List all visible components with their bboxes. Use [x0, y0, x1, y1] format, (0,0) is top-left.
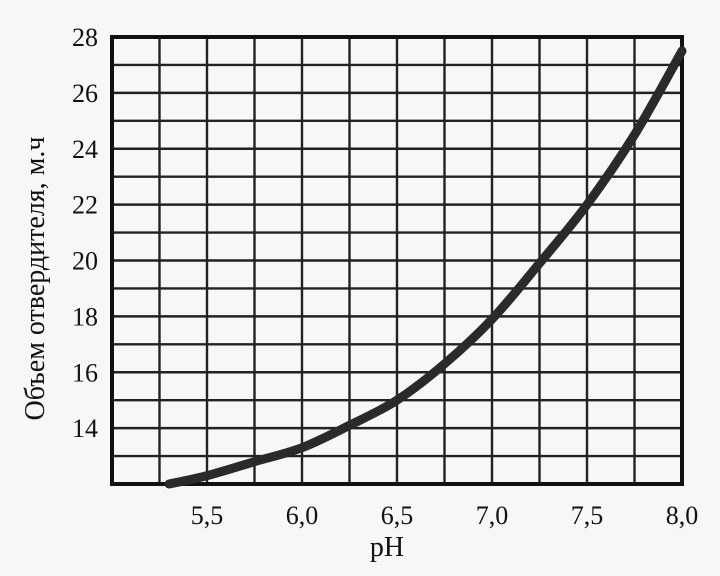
y-axis-label: Объем отвердителя, м.ч [20, 137, 51, 421]
x-axis-label: pH [370, 532, 404, 563]
y-tick-label: 20 [72, 247, 98, 276]
series-line [164, 46, 687, 489]
y-axis-ticks: 14 16 18 20 22 24 26 28 [72, 23, 98, 443]
x-tick-label: 7,5 [571, 501, 604, 530]
x-tick-label: 6,5 [381, 501, 414, 530]
x-tick-label: 8,0 [666, 501, 699, 530]
y-tick-label: 22 [72, 191, 98, 220]
y-tick-label: 26 [72, 79, 98, 108]
y-tick-label: 18 [72, 302, 98, 331]
y-tick-label: 14 [72, 414, 98, 443]
x-axis-ticks: 5,5 6,0 6,5 7,0 7,5 8,0 [191, 501, 699, 530]
x-tick-label: 7,0 [476, 501, 509, 530]
gridlines [112, 37, 682, 484]
plot-frame [110, 35, 684, 486]
x-tick-label: 6,0 [286, 501, 319, 530]
x-tick-label: 5,5 [191, 501, 224, 530]
y-tick-label: 24 [72, 135, 98, 164]
y-tick-label: 28 [72, 23, 98, 52]
y-tick-label: 16 [72, 358, 98, 387]
